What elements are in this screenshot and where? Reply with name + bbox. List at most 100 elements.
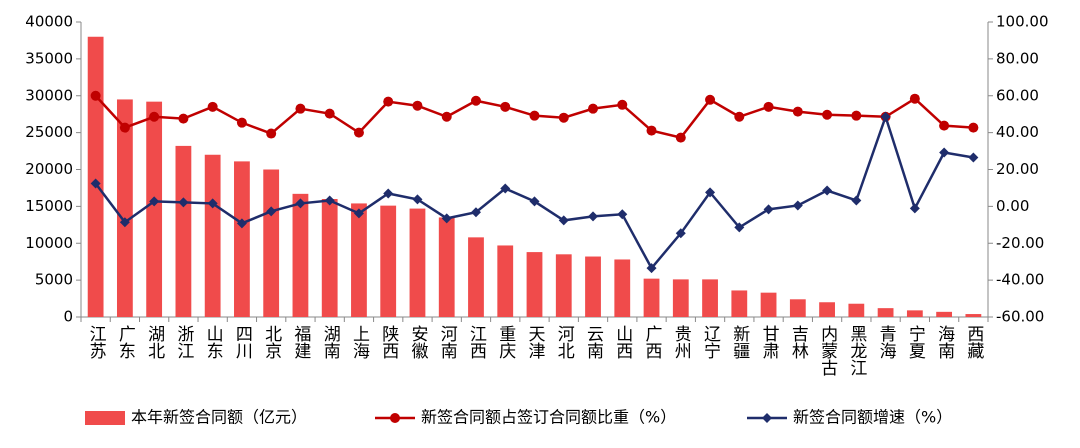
x-tick-label: 四川 <box>232 325 253 359</box>
marker <box>763 101 774 112</box>
marker <box>441 213 452 224</box>
marker <box>441 111 452 122</box>
legend-label: 新签合同额增速（%） <box>793 408 952 427</box>
marker <box>529 110 540 121</box>
bar <box>204 154 221 317</box>
bar <box>234 161 250 317</box>
bar <box>965 314 982 317</box>
marker <box>909 203 920 214</box>
marker <box>236 218 247 229</box>
marker <box>558 112 569 123</box>
marker <box>792 106 803 117</box>
x-tick-label: 海南 <box>934 325 955 359</box>
y-tick-label: 0 <box>63 308 73 326</box>
marker <box>792 200 803 211</box>
bar <box>877 308 894 317</box>
marker <box>675 228 686 239</box>
marker <box>968 152 979 163</box>
marker <box>383 188 394 199</box>
x-tick-label: 江西 <box>466 325 487 359</box>
marker <box>470 207 481 218</box>
marker <box>178 113 189 124</box>
marker <box>412 100 423 111</box>
y2-tick-label: 40.00 <box>996 123 1039 141</box>
bar <box>585 256 601 317</box>
marker <box>822 109 833 120</box>
bar <box>672 279 689 317</box>
marker <box>470 95 481 106</box>
bar <box>468 237 484 317</box>
y-tick-label: 10000 <box>25 234 73 252</box>
marker <box>705 187 716 198</box>
marker <box>324 195 335 206</box>
x-tick-label: 山东 <box>203 325 223 359</box>
bar <box>614 259 631 317</box>
x-tick-label: 上海 <box>349 325 370 360</box>
x-tick-label: 黑龙江 <box>846 325 867 376</box>
x-tick-label: 陕西 <box>378 325 398 359</box>
bar <box>409 208 426 317</box>
x-tick-label: 广西 <box>642 325 663 359</box>
y2-tick-label: -20.00 <box>996 234 1044 252</box>
y-tick-label: 35000 <box>25 49 73 67</box>
y-tick-label: 40000 <box>25 13 73 31</box>
x-tick-label: 贵州 <box>671 325 692 359</box>
bar <box>351 203 367 317</box>
marker <box>734 111 745 122</box>
marker <box>588 211 599 222</box>
x-tick-label: 河南 <box>437 325 458 359</box>
bar <box>292 193 309 317</box>
bar <box>936 311 953 317</box>
marker <box>822 185 833 196</box>
marker <box>558 215 569 226</box>
marker <box>178 197 189 208</box>
marker <box>500 183 511 194</box>
x-tick-label: 河北 <box>554 325 575 359</box>
x-tick-label: 湖南 <box>320 325 341 359</box>
x-tick-label: 江苏 <box>86 325 107 360</box>
marker <box>295 103 306 114</box>
y2-tick-label: 60.00 <box>996 86 1039 104</box>
x-tick-label: 天津 <box>525 325 546 359</box>
marker <box>90 178 101 189</box>
x-tick-label: 宁夏 <box>905 325 926 359</box>
marker <box>353 208 364 219</box>
y2-tick-label: -60.00 <box>996 308 1044 326</box>
bar <box>497 245 514 317</box>
legend-label: 新签合同额占签订合同额比重（%） <box>421 408 676 427</box>
marker <box>909 93 920 104</box>
marker <box>617 209 628 220</box>
bar <box>380 205 397 317</box>
x-tick-label: 安徽 <box>407 325 428 359</box>
bar <box>848 303 865 317</box>
bar <box>175 145 192 317</box>
marker <box>734 222 745 233</box>
line <box>94 112 974 271</box>
marker <box>588 103 599 114</box>
legend-label: 本年新签合同额（亿元） <box>131 408 307 427</box>
marker <box>324 108 335 119</box>
marker <box>236 117 247 128</box>
y-tick-label: 5000 <box>35 271 73 289</box>
marker <box>119 122 130 133</box>
y2-tick-label: 20.00 <box>996 160 1039 178</box>
marker <box>383 96 394 107</box>
bar <box>555 254 572 317</box>
x-tick-label: 新疆 <box>729 325 750 359</box>
marker <box>149 111 160 122</box>
y2-tick-label: 80.00 <box>996 49 1039 67</box>
bar <box>438 217 455 317</box>
marker <box>851 110 862 121</box>
marker <box>266 128 277 139</box>
y-tick-label: 20000 <box>25 160 73 178</box>
marker <box>763 204 774 215</box>
bar <box>146 101 163 318</box>
x-tick-label: 青海 <box>876 325 897 360</box>
x-tick-label: 浙江 <box>173 325 194 359</box>
legend-marker <box>390 413 400 423</box>
marker <box>705 94 716 105</box>
marker <box>295 198 306 209</box>
y-tick-label: 15000 <box>25 197 73 215</box>
marker <box>500 101 511 112</box>
marker <box>646 263 657 274</box>
